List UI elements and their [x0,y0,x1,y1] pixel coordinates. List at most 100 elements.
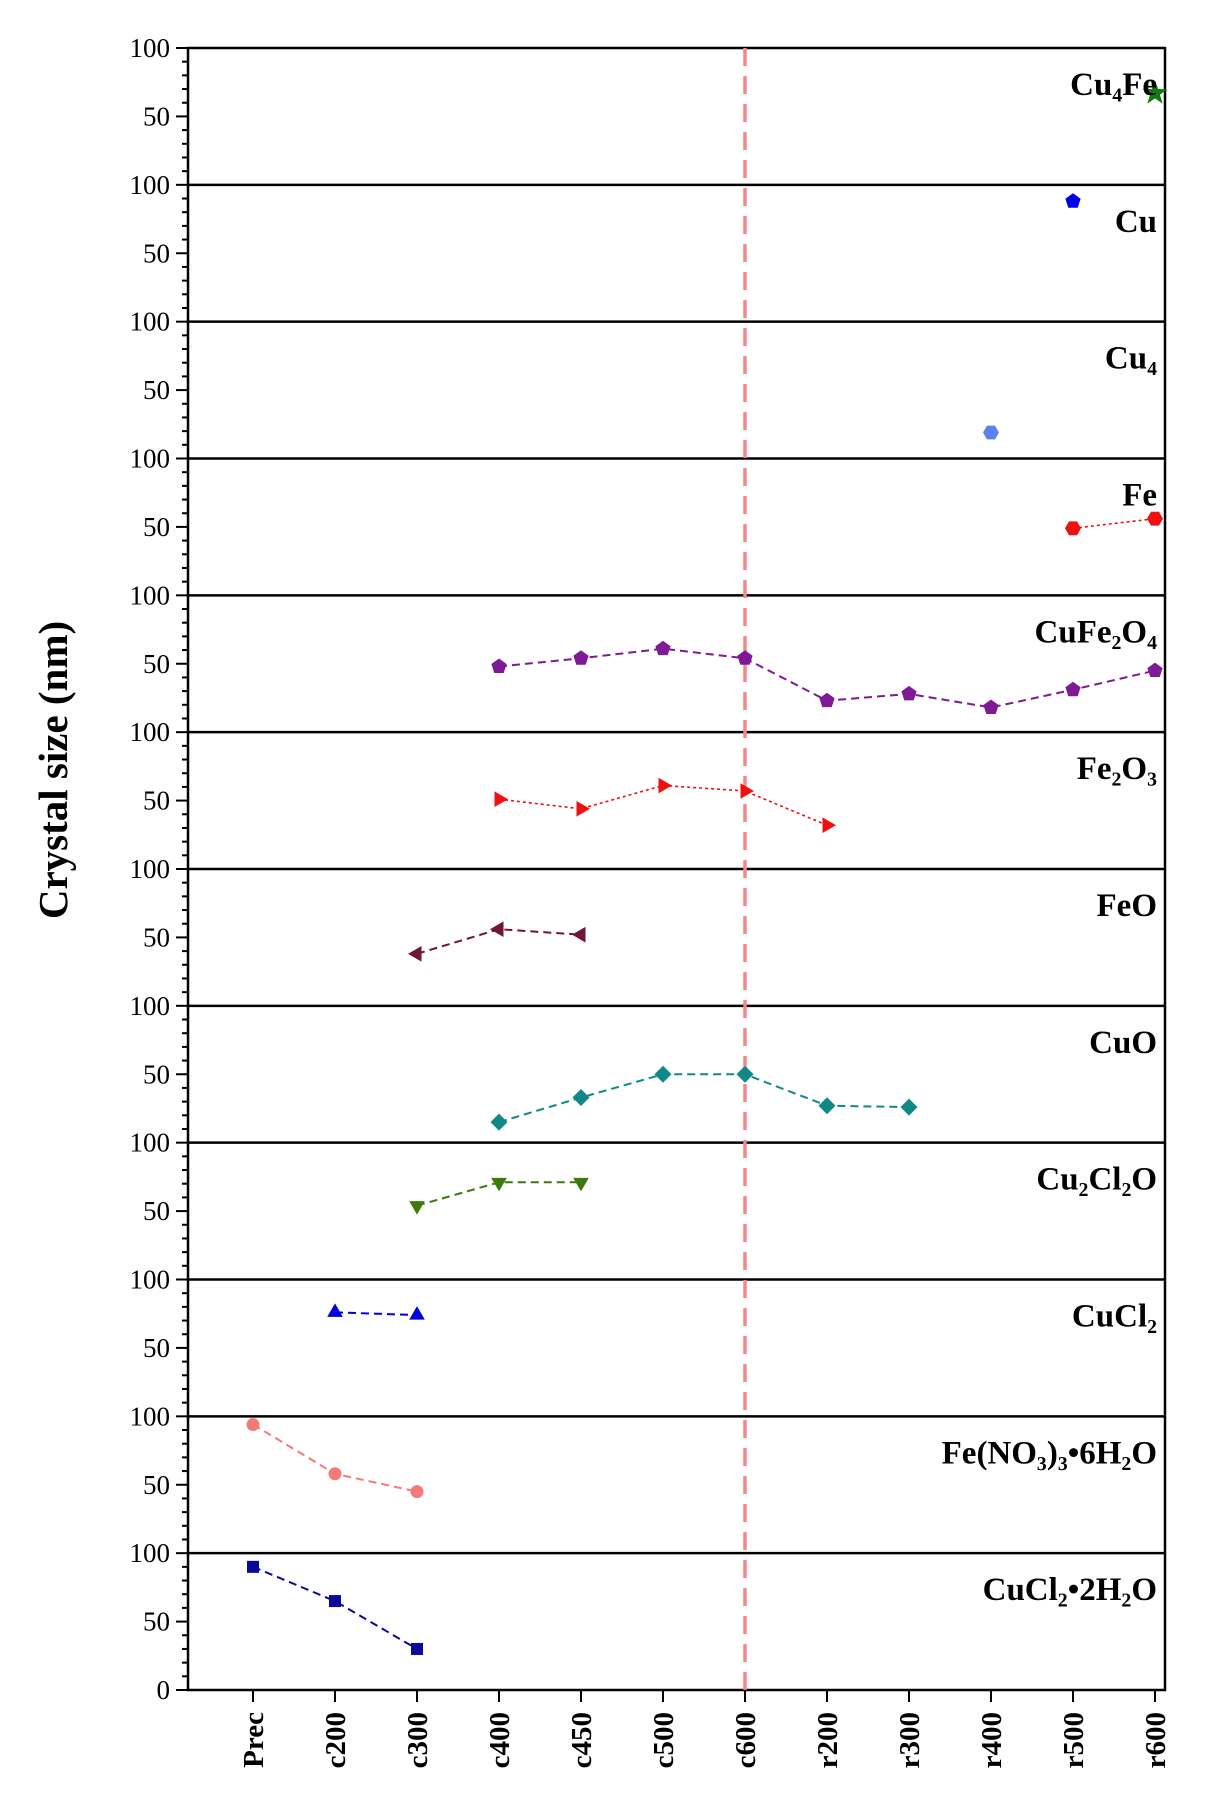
data-point-fe-r600 [1147,511,1163,526]
y-tick-label: 100 [130,444,171,474]
series-cucl2 [327,1303,425,1320]
panel-label-fe2o3: Fe₂O₃ [1077,751,1157,787]
data-point-fe2o3-c500 [658,777,672,794]
x-tick-label-c600: c600 [730,1712,762,1768]
x-tick-label-c400: c400 [484,1712,516,1768]
x-tick-label-r600: r600 [1140,1712,1172,1768]
y-tick-label: 50 [143,1196,170,1226]
data-point-cucl2-2h2o-prec [247,1560,259,1573]
series-line-cucl2-2h2o [252,1565,418,1650]
data-point-cu4fe-r600 [1142,80,1168,104]
data-point-cucl2-2h2o-c200 [329,1595,341,1608]
data-point-cuo-r200 [818,1097,836,1115]
data-point-cufe2o4-c500 [655,640,671,656]
series-feo [408,921,586,962]
y-tick-label: 50 [143,1607,170,1637]
x-tick-label-r400: r400 [976,1712,1008,1768]
x-tick-label-r200: r200 [812,1712,844,1768]
series-cuo [490,1065,918,1131]
y-tick-label: 100 [130,170,171,200]
panel-label-cucl2: CuCl₂ [1072,1299,1157,1335]
y-tick-label: 100 [130,580,171,610]
y-axis-label: Crystal size (nm) [30,621,76,919]
data-point-cu2cl2o-c450 [573,1177,589,1192]
x-tick-label-r500: r500 [1058,1712,1090,1768]
data-point-cufe2o4-c600 [737,650,753,665]
data-point-fe2o3-c450 [576,801,590,817]
data-point-cufe2o4-r300 [901,685,917,701]
panel-frames [186,46,1167,1692]
y-tick-label: 100 [130,1265,171,1295]
y-tick-label: 50 [143,1059,170,1089]
data-point-cu-r500 [1065,193,1081,208]
data-point-cuo-c450 [572,1089,590,1107]
series-fe2o3 [494,777,836,834]
y-axis-ticks: 50 100 50 100 50 100 50 100 50 100 50 100 50 100 50 100… [130,33,188,1705]
data-point-fe2o3-c400 [494,791,508,808]
data-point-cu2cl2o-c400 [491,1177,507,1192]
panel-label-cufe2o4: CuFe₂O₄ [1035,614,1158,650]
data-point-cufe2o4-r600 [1147,662,1163,678]
series-cu2cl2o [409,1177,589,1215]
series-group [246,80,1168,1655]
x-tick-label-c500: c500 [648,1712,680,1768]
panel-label-cu: Cu [1115,204,1157,240]
data-point-cucl2-c200 [327,1303,343,1317]
data-point-cuo-c400 [490,1113,508,1131]
panel-label-cu4: Cu₄ [1105,341,1157,377]
series-cu4fe [1142,80,1168,104]
data-point-cufe2o4-c450 [573,650,589,665]
data-point-fe2o3-c600 [740,783,754,799]
series-cufe2o4 [491,640,1163,715]
y-tick-label: 100 [130,1401,171,1431]
y-tick-label: 100 [130,991,171,1021]
data-point-cufe2o4-r400 [983,699,999,715]
data-point-fe-no3-3-6h2o-c300 [410,1485,424,1499]
y-tick-label: 50 [143,375,170,405]
data-point-cufe2o4-r200 [819,692,835,708]
series-cucl2-2h2o [247,1560,423,1655]
panel-label-cuo: CuO [1089,1025,1157,1061]
y-tick-label: 100 [130,854,171,884]
data-point-cufe2o4-c400 [491,658,507,673]
data-point-cuo-c500 [654,1065,672,1083]
series-cu [1065,193,1081,208]
data-point-cucl2-c300 [409,1306,425,1320]
y-tick-label: 50 [143,1470,170,1500]
y-tick-label: 50 [143,922,170,952]
panel-label-cucl2-2h2o: CuCl₂•2H₂O [983,1572,1157,1608]
y-tick-label: 50 [143,512,170,542]
y-tick-label: 0 [157,1675,171,1705]
series-fe-no3-3-6h2o [246,1418,424,1499]
data-point-cufe2o4-r500 [1065,681,1081,697]
data-point-fe-no3-3-6h2o-prec [246,1418,260,1432]
panel-label-cu2cl2o: Cu₂Cl₂O [1036,1162,1157,1198]
y-tick-label: 100 [130,717,171,747]
data-point-fe2o3-r200 [822,817,836,834]
series-cu4 [983,425,999,440]
x-tick-label-c450: c450 [566,1712,598,1768]
data-point-cuo-c600 [736,1065,754,1083]
panel-labels: Cu₄FeCuCu₄FeCuFe₂O₄Fe₂O₃FeOCuOCu₂Cl₂OCuC… [942,67,1157,1608]
panel-label-cu4fe: Cu₄Fe [1070,67,1157,103]
data-point-fe-no3-3-6h2o-c200 [328,1467,342,1481]
data-point-fe-r500 [1065,521,1081,536]
y-tick-label: 50 [143,649,170,679]
x-tick-label-prec: Prec [238,1712,270,1768]
y-tick-label: 50 [143,786,170,816]
data-point-feo-c300 [408,946,422,962]
panel-label-fe: Fe [1122,478,1157,514]
x-tick-label-r300: r300 [894,1712,926,1768]
y-tick-label: 100 [130,1128,171,1158]
y-tick-label: 100 [130,307,171,337]
series-line-cucl2 [334,1311,418,1317]
y-tick-label: 100 [130,1538,171,1568]
series-line-fe2o3 [498,784,828,826]
data-point-feo-c450 [572,926,586,943]
x-tick-label-c200: c200 [320,1712,352,1768]
panel-label-fe-no3-3-6h2o: Fe(NO₃)₃•6H₂O [942,1435,1157,1471]
y-tick-label: 50 [143,238,170,268]
data-point-feo-c400 [490,921,504,937]
data-point-cu4-r400 [983,425,999,440]
